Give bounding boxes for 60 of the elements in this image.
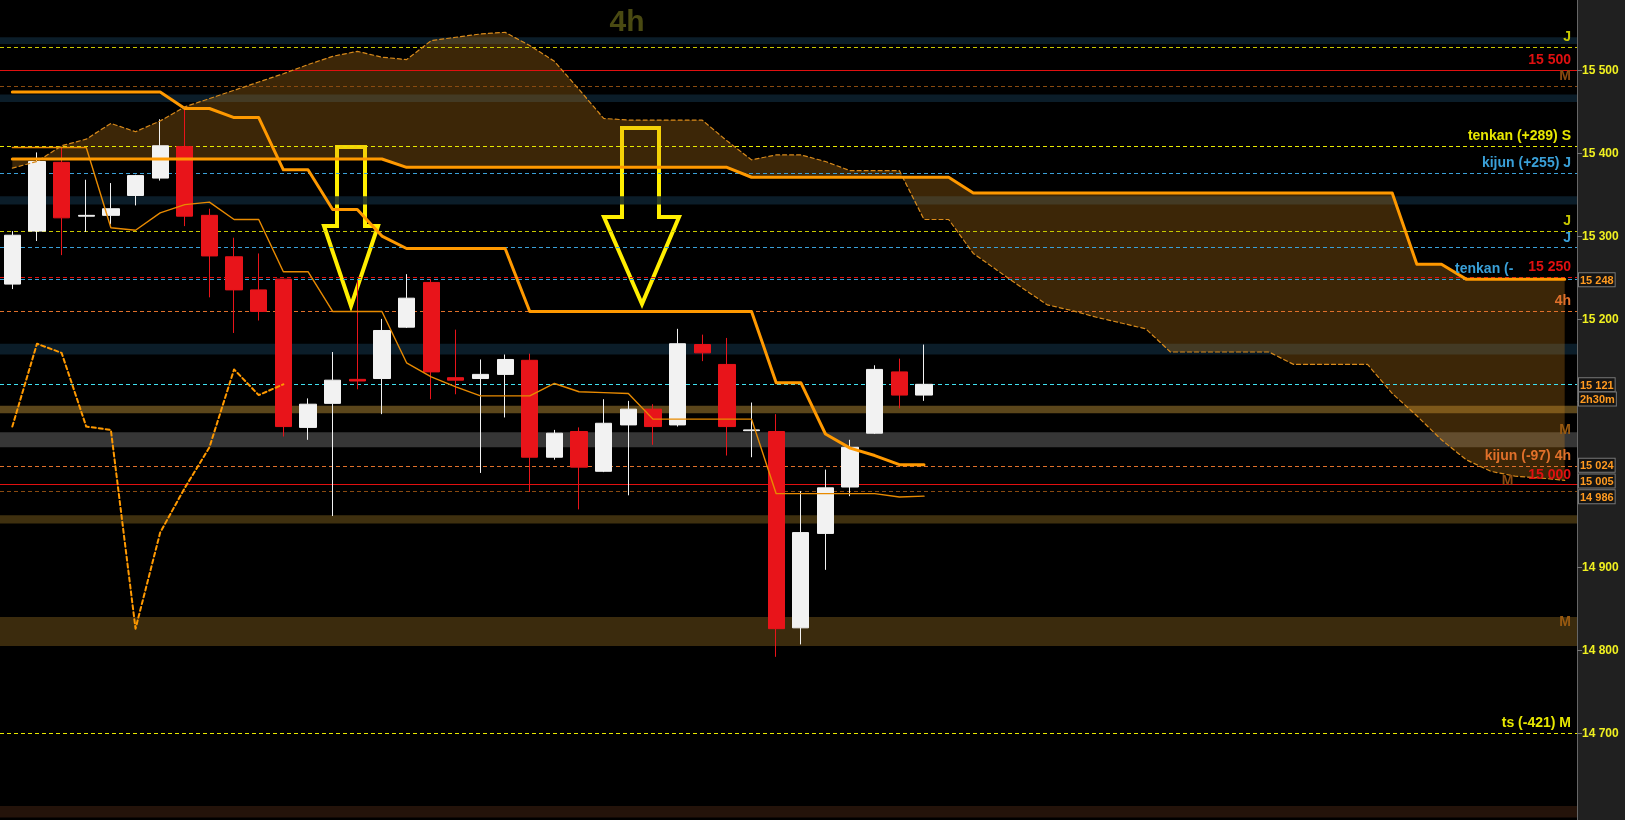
ref-line-label: 4h xyxy=(1554,292,1572,309)
y-tick-label: 15 200 xyxy=(1582,311,1620,326)
candlestick xyxy=(324,351,341,517)
chart-title: 4h xyxy=(609,3,645,37)
annotation: 15 121 xyxy=(1580,378,1614,391)
y-tick-label: 14 800 xyxy=(1582,643,1620,658)
candlestick xyxy=(4,230,21,290)
candlestick xyxy=(595,398,612,473)
line-series xyxy=(11,146,925,498)
annotation: 15 024 xyxy=(1580,459,1615,472)
ref-line-label: J xyxy=(1563,28,1572,45)
y-tick-label: 14 700 xyxy=(1582,726,1620,741)
candlestick xyxy=(546,429,563,461)
candlestick xyxy=(891,358,908,409)
candlestick xyxy=(841,439,859,497)
annotation: 14 986 xyxy=(1580,490,1614,503)
y-tick-label: 14 900 xyxy=(1582,560,1620,575)
candlestick xyxy=(299,397,317,441)
candlestick xyxy=(373,318,391,415)
candlestick xyxy=(718,337,736,457)
candlestick xyxy=(102,182,120,225)
y-tick-label: 15 300 xyxy=(1582,229,1620,244)
band-label: M xyxy=(1559,612,1572,629)
ref-line-label: 15 500 xyxy=(1528,51,1572,68)
ref-line-label: kijun (+255) J xyxy=(1481,154,1571,171)
candlestick xyxy=(817,469,834,571)
ref-line-label: tenkan (- xyxy=(1455,260,1514,277)
annotation: 2h30m xyxy=(1580,392,1616,405)
ref-line-label: ts (-421) M xyxy=(1501,714,1571,731)
ref-line-label: M xyxy=(1501,472,1514,489)
candlestick xyxy=(915,344,933,402)
candlestick xyxy=(349,280,366,390)
ref-line-label: J xyxy=(1563,212,1572,229)
ref-line-label: tenkan (+289) S xyxy=(1467,126,1572,143)
band-label: M xyxy=(1559,420,1572,437)
candlestick xyxy=(792,490,809,645)
candlestick xyxy=(176,108,193,227)
annotation: 15 248 xyxy=(1580,273,1614,286)
candlestick xyxy=(497,354,514,418)
ref-line-label: J xyxy=(1563,228,1572,245)
candlestick xyxy=(398,273,415,329)
candlestick xyxy=(743,402,760,458)
candlestick xyxy=(78,179,95,233)
y-tick-label: 15 500 xyxy=(1582,63,1620,78)
candlestick xyxy=(694,334,711,362)
ref-line-label: 15 000 xyxy=(1528,465,1572,482)
candlestick xyxy=(127,174,144,206)
candlestick xyxy=(472,358,489,474)
candlestick xyxy=(620,400,637,496)
annotation: 15 005 xyxy=(1580,474,1614,487)
candlestick xyxy=(53,146,70,256)
line-series xyxy=(11,342,285,630)
candlestick xyxy=(447,329,464,395)
ref-line-label: 15 250 xyxy=(1528,258,1572,275)
y-tick-label: 15 400 xyxy=(1582,146,1620,161)
candlestick xyxy=(28,151,46,242)
candlestick xyxy=(669,328,686,428)
ref-line-label: M xyxy=(1559,67,1572,84)
ref-line-label: kijun (-97) 4h xyxy=(1484,447,1572,464)
candlestick xyxy=(866,364,883,435)
